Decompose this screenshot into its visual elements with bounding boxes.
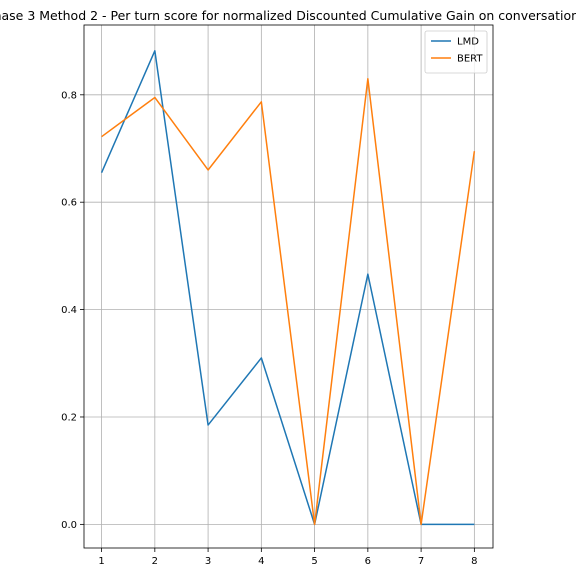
- y-tick-label: 0.4: [61, 305, 77, 316]
- grid: [84, 25, 493, 548]
- plot-frame: [83, 24, 494, 549]
- x-tick-label: 3: [205, 556, 211, 567]
- series-line-lmd: [100, 50, 475, 526]
- x-tick-label: 2: [152, 556, 158, 567]
- x-tick-label: 8: [471, 556, 477, 567]
- axis-ticks: 1 2 3 4 5 6 7 8 0.0 0.2 0.4 0.6 0.8: [61, 90, 477, 567]
- x-tick-label: 4: [258, 556, 264, 567]
- chart-title: Phase 3 Method 2 - Per turn score for no…: [0, 8, 576, 23]
- series-line-bert: [101, 77, 476, 526]
- series-lines: [100, 50, 476, 526]
- y-tick-label: 0.0: [61, 520, 77, 531]
- y-tick-label: 0.2: [61, 412, 77, 423]
- x-tick-label: 7: [418, 556, 424, 567]
- x-tick-label: 6: [365, 556, 371, 567]
- x-tick-label: 5: [311, 556, 317, 567]
- legend-label: BERT: [457, 54, 483, 65]
- y-tick-label: 0.8: [61, 90, 77, 101]
- legend-label: LMD: [457, 37, 479, 48]
- x-tick-label: 1: [98, 556, 104, 567]
- y-tick-label: 0.6: [61, 198, 77, 209]
- legend: LMD BERT: [424, 30, 488, 74]
